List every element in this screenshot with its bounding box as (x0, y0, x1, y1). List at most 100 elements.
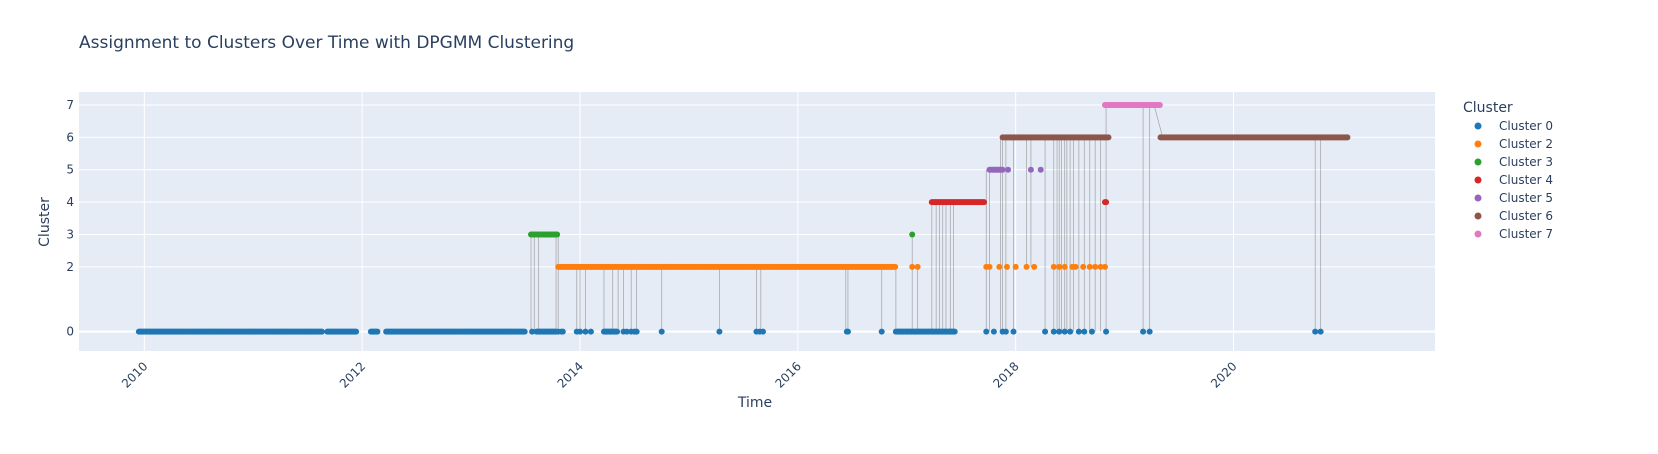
data-point-cluster-0 (559, 328, 566, 335)
data-point-cluster-0 (947, 328, 954, 335)
legend-marker (1474, 158, 1482, 166)
legend-marker (1474, 212, 1482, 220)
grid-lines (79, 92, 1435, 351)
legend-item-cluster-2[interactable]: Cluster 2 (1474, 137, 1554, 151)
legend-label: Cluster 7 (1499, 227, 1553, 241)
legend-item-cluster-3[interactable]: Cluster 3 (1474, 155, 1554, 169)
data-point-cluster-0 (623, 328, 630, 335)
data-point-cluster-0 (1061, 328, 1068, 335)
data-point-cluster-0 (658, 328, 665, 335)
data-point-cluster-5 (1005, 166, 1012, 173)
data-points (135, 101, 1351, 335)
legend-label: Cluster 6 (1499, 209, 1553, 223)
legend-marker (1474, 176, 1482, 184)
legend-item-cluster-5[interactable]: Cluster 5 (1474, 191, 1554, 205)
legend-marker (1474, 194, 1482, 202)
data-point-cluster-0 (844, 328, 851, 335)
data-point-cluster-0 (582, 328, 589, 335)
data-point-cluster-0 (1312, 328, 1319, 335)
data-point-cluster-0 (951, 328, 958, 335)
legend-marker (1474, 140, 1482, 148)
y-tick-label: 4 (66, 195, 74, 209)
y-tick-label: 0 (66, 325, 74, 339)
data-point-cluster-0 (587, 328, 594, 335)
chart-title: Assignment to Clusters Over Time with DP… (79, 33, 574, 53)
legend-item-cluster-6[interactable]: Cluster 6 (1474, 209, 1554, 223)
legend-marker (1474, 230, 1482, 238)
legend[interactable]: Cluster Cluster 0 Cluster 2 Cluster 3 Clust… (1463, 100, 1553, 241)
data-point-cluster-2 (996, 263, 1003, 270)
data-point-cluster-2 (1092, 263, 1099, 270)
data-point-cluster-2 (1080, 263, 1087, 270)
data-point-cluster-2 (1101, 263, 1108, 270)
data-point-cluster-3 (909, 231, 916, 238)
data-point-cluster-2 (986, 263, 993, 270)
data-point-cluster-0 (1075, 328, 1082, 335)
y-tick-label: 5 (66, 163, 74, 177)
data-point-cluster-0 (990, 328, 997, 335)
data-point-cluster-0 (1103, 328, 1110, 335)
data-point-cluster-0 (633, 328, 640, 335)
data-point-cluster-2 (892, 263, 899, 270)
transition-lines (530, 104, 1322, 332)
legend-item-cluster-0[interactable]: Cluster 0 (1474, 119, 1554, 133)
data-point-cluster-0 (1067, 328, 1074, 335)
legend-label: Cluster 4 (1499, 173, 1553, 187)
y-tick-label: 2 (66, 260, 74, 274)
legend-label: Cluster 0 (1499, 119, 1553, 133)
data-point-cluster-4 (1103, 199, 1110, 206)
x-axis-label: Time (737, 395, 772, 411)
data-point-cluster-0 (759, 328, 766, 335)
data-point-cluster-0 (318, 328, 325, 335)
data-point-cluster-2 (1003, 263, 1010, 270)
data-point-cluster-5 (999, 166, 1006, 173)
data-point-cluster-2 (1086, 263, 1093, 270)
legend-item-cluster-7[interactable]: Cluster 7 (1474, 227, 1554, 241)
data-point-cluster-0 (878, 328, 885, 335)
data-point-cluster-0 (353, 328, 360, 335)
data-point-cluster-0 (1146, 328, 1153, 335)
legend-label: Cluster 5 (1499, 191, 1553, 205)
data-point-cluster-0 (374, 328, 381, 335)
data-point-cluster-2 (1023, 263, 1030, 270)
data-point-cluster-2 (1097, 263, 1104, 270)
legend-title: Cluster (1463, 100, 1513, 116)
data-point-cluster-6 (1344, 134, 1351, 141)
data-point-cluster-2 (1050, 263, 1057, 270)
legend-label: Cluster 2 (1499, 137, 1553, 151)
data-point-cluster-0 (1317, 328, 1324, 335)
transition-line (1153, 104, 1164, 138)
data-point-cluster-0 (1140, 328, 1147, 335)
y-axis-label: Cluster (37, 197, 53, 247)
data-point-cluster-0 (983, 328, 990, 335)
data-point-cluster-7 (1156, 101, 1163, 108)
data-point-cluster-0 (614, 328, 621, 335)
data-point-cluster-4 (981, 199, 988, 206)
data-point-cluster-0 (1081, 328, 1088, 335)
data-point-cluster-2 (1012, 263, 1019, 270)
y-tick-label: 3 (66, 227, 74, 241)
data-point-cluster-2 (1061, 263, 1068, 270)
data-point-cluster-3 (554, 231, 561, 238)
plot-area (79, 92, 1435, 351)
data-point-cluster-2 (1031, 263, 1038, 270)
data-point-cluster-0 (555, 328, 562, 335)
data-point-cluster-0 (1056, 328, 1063, 335)
data-point-cluster-2 (914, 263, 921, 270)
data-point-cluster-0 (1050, 328, 1057, 335)
legend-marker (1474, 122, 1482, 130)
y-tick-label: 6 (66, 130, 74, 144)
data-point-cluster-0 (716, 328, 723, 335)
y-tick-label: 7 (66, 98, 74, 112)
data-point-cluster-0 (577, 328, 584, 335)
data-point-cluster-2 (1056, 263, 1063, 270)
data-point-cluster-0 (521, 328, 528, 335)
data-point-cluster-0 (1088, 328, 1095, 335)
legend-item-cluster-4[interactable]: Cluster 4 (1474, 173, 1554, 187)
data-point-cluster-5 (1037, 166, 1044, 173)
data-point-cluster-0 (1042, 328, 1049, 335)
data-point-cluster-0 (529, 328, 536, 335)
data-point-cluster-0 (1010, 328, 1017, 335)
